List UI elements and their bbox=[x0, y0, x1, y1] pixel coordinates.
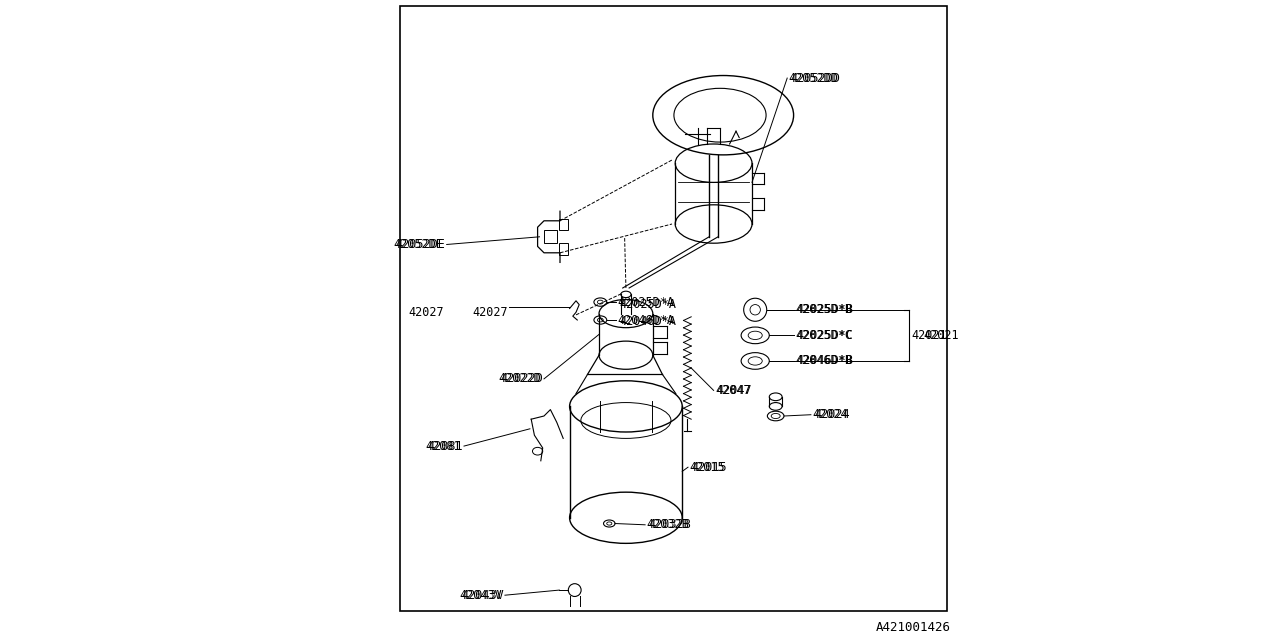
Text: 42022D: 42022D bbox=[500, 372, 543, 385]
Text: 42032B: 42032B bbox=[646, 518, 689, 531]
Text: 42024: 42024 bbox=[813, 408, 847, 421]
Text: 42025D*A: 42025D*A bbox=[620, 298, 677, 310]
Text: 42052DD: 42052DD bbox=[788, 72, 838, 84]
Text: 42052DD: 42052DD bbox=[791, 72, 840, 84]
Text: 42025D*B: 42025D*B bbox=[796, 303, 854, 316]
Bar bbox=[399, 6, 947, 611]
Text: 42046D*A: 42046D*A bbox=[620, 315, 677, 328]
Text: 42021: 42021 bbox=[923, 329, 959, 342]
Bar bbox=[559, 219, 568, 230]
Text: 42047: 42047 bbox=[714, 384, 750, 397]
Text: 42025D*A: 42025D*A bbox=[617, 296, 675, 308]
Text: 42025D*B: 42025D*B bbox=[795, 303, 852, 316]
Text: 42043V: 42043V bbox=[460, 589, 502, 602]
Text: 42015: 42015 bbox=[689, 461, 724, 474]
Bar bbox=[544, 230, 557, 243]
Text: 42027: 42027 bbox=[408, 306, 444, 319]
Text: 42046D*B: 42046D*B bbox=[796, 355, 854, 367]
Text: 42032B: 42032B bbox=[648, 518, 691, 531]
Text: A421001426: A421001426 bbox=[876, 621, 950, 634]
Text: 42052DE: 42052DE bbox=[396, 238, 445, 251]
Bar bbox=[559, 243, 568, 255]
Text: 42025D*C: 42025D*C bbox=[795, 329, 852, 342]
Text: 42022D: 42022D bbox=[498, 372, 540, 385]
Text: 42046D*A: 42046D*A bbox=[617, 314, 675, 326]
Text: 42052DE: 42052DE bbox=[394, 238, 444, 251]
Text: 42025D*C: 42025D*C bbox=[796, 329, 854, 342]
Text: 42027: 42027 bbox=[472, 306, 507, 319]
Text: 42046D*B: 42046D*B bbox=[795, 355, 852, 367]
Text: 42047: 42047 bbox=[717, 384, 753, 397]
Text: 42081: 42081 bbox=[425, 440, 461, 452]
Text: 42021: 42021 bbox=[911, 329, 947, 342]
Text: 42024: 42024 bbox=[814, 408, 850, 421]
Text: 42043V: 42043V bbox=[461, 589, 503, 602]
Text: 42081: 42081 bbox=[428, 440, 463, 452]
Text: 42015: 42015 bbox=[691, 461, 727, 474]
